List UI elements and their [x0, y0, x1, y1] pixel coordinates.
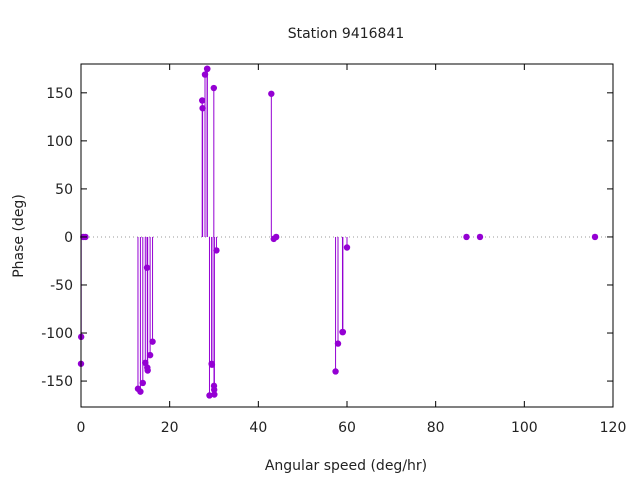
- x-tick-label-100: 100: [511, 420, 538, 436]
- data-point-25: [213, 247, 220, 254]
- y-tick-label--100: -100: [41, 326, 73, 342]
- data-point-14: [199, 104, 206, 112]
- x-tick-label-0: 0: [77, 420, 86, 436]
- data-point-35: [476, 233, 484, 241]
- data-point-5: [137, 388, 144, 395]
- x-tick-label-120: 120: [600, 420, 627, 436]
- data-point-10: [144, 367, 151, 374]
- y-tick-label-50: 50: [55, 182, 73, 198]
- x-tick-label-40: 40: [249, 420, 267, 436]
- data-point-28: [272, 233, 280, 241]
- data-marks: [77, 65, 599, 399]
- data-point-21: [210, 84, 218, 92]
- x-axis-label: Angular speed (deg/hr): [265, 458, 427, 474]
- y-tick-label-100: 100: [46, 134, 73, 150]
- chart-title: Station 9416841: [288, 26, 405, 42]
- data-point-26: [268, 90, 275, 97]
- x-tick-label-20: 20: [161, 420, 179, 436]
- data-point-17: [204, 65, 211, 73]
- x-tick-label-80: 80: [427, 420, 445, 436]
- axis-ticks: 0 20 40 60 80 100 120 -150 -100 -50 0 50 100 150: [41, 64, 626, 436]
- data-point-13: [199, 97, 206, 104]
- y-tick-label--50: -50: [50, 278, 73, 294]
- plot-frame: [80, 63, 614, 408]
- y-axis-label: Phase (deg): [11, 194, 27, 278]
- data-point-34: [463, 233, 470, 241]
- y-tick-label--150: -150: [41, 374, 73, 390]
- data-point-30: [334, 340, 342, 347]
- data-point-6: [139, 379, 147, 387]
- data-point-29: [332, 368, 339, 375]
- y-tick-label-0: 0: [64, 230, 73, 246]
- data-point-11: [146, 351, 154, 359]
- data-point-36: [591, 233, 599, 241]
- x-tick-label-60: 60: [338, 420, 356, 436]
- data-point-33: [343, 244, 351, 251]
- data-point-12: [149, 338, 156, 345]
- data-point-32: [339, 328, 347, 336]
- data-point-24: [211, 391, 218, 398]
- y-tick-label-150: 150: [46, 86, 73, 102]
- data-point-18: [206, 392, 213, 399]
